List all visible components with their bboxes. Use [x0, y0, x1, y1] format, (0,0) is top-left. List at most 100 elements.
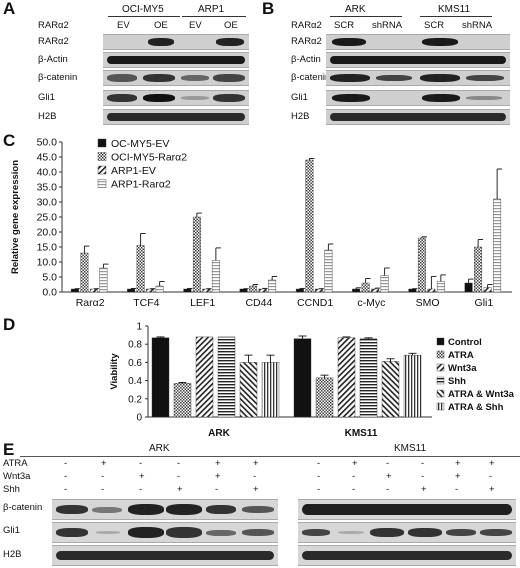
chart-c-ytick-label: 35.0 — [37, 182, 58, 194]
chart-c-bar — [493, 198, 502, 293]
panel-e-sign: - — [317, 458, 321, 469]
panel-b-row-label-2: β-Actin — [291, 54, 321, 65]
panel-b-header-label: RARα2 — [291, 20, 322, 31]
chart-d-bar — [195, 336, 214, 418]
chart-c-bar — [146, 288, 155, 293]
panel-e-sign: - — [386, 458, 390, 469]
panel-e-sign: - — [352, 484, 356, 495]
chart-d-bar — [217, 336, 236, 418]
panel-b-row-label-3: β-catenin — [291, 72, 331, 83]
panel-e-row-label-3: H2B — [3, 549, 22, 560]
chart-c-ylabel: Relative gene expression — [10, 160, 21, 274]
chart-c-legend-label: OC-MY5-EV — [111, 138, 169, 150]
panel-e-sign: - — [352, 471, 356, 482]
panel-e-sign: + — [253, 458, 259, 469]
chart-c-bar — [371, 288, 380, 293]
chart-c: 0.0 5.0 10.0 15.0 20.0 25.0 30.0 35.0 40.0 45.0 50… — [10, 137, 512, 309]
panel-b-cond-1: SCR — [334, 20, 355, 31]
panel-e-group-2: KMS11 — [394, 443, 427, 454]
panel-b-underline-1 — [330, 16, 402, 17]
panel-a-underline-1 — [108, 16, 180, 17]
panel-a-row-label-1: RARα2 — [38, 36, 69, 47]
panel-b-row-label-4: Gli1 — [291, 92, 308, 103]
chart-c-bar — [483, 287, 492, 293]
panel-e-sign: + — [386, 471, 392, 482]
panel-e-sign: + — [139, 471, 145, 482]
chart-c-bar — [136, 245, 145, 293]
chart-c-ytick-label: 40.0 — [37, 167, 58, 179]
chart-c-bar — [80, 252, 89, 293]
panel-e-row-label-2: Gli1 — [3, 525, 20, 536]
chart-d-bar — [151, 337, 170, 418]
chart-c-legend-label: ARP1-EV — [111, 165, 156, 177]
chart-d-legend-label: Wnt3a — [448, 363, 477, 374]
panel-e-treat-3: Shh — [3, 484, 20, 495]
chart-c-ytick-label: 5.0 — [42, 272, 57, 284]
chart-d-xtick-label: ARK — [208, 428, 230, 438]
chart-c-bar — [70, 288, 79, 293]
chart-c-bar — [352, 288, 361, 293]
chart-c-axes: 0.0 5.0 10.0 15.0 20.0 25.0 30.0 35.0 40.0 45.0 50… — [10, 137, 512, 309]
panel-e-sign: - — [101, 484, 105, 495]
panel-e-sign: + — [455, 471, 461, 482]
panel-a-row-label-3: β-catenin — [38, 72, 78, 83]
panel-e-sign: - — [421, 471, 425, 482]
chart-c-bar — [295, 288, 304, 293]
chart-c-xtick-label: SMO — [416, 297, 440, 309]
panel-b-blot-h2b — [326, 109, 510, 125]
panel-e-sign: - — [177, 458, 181, 469]
chart-d-ytick-label: 0.4 — [128, 376, 142, 387]
panel-e-sign: - — [317, 471, 321, 482]
panel-a-row-label-4: Gli1 — [38, 92, 55, 103]
panel-a-underline-2 — [182, 16, 246, 17]
panel-b-blot-catenin — [326, 70, 510, 86]
panel-b-row-label-5: H2B — [291, 111, 310, 122]
chart-c-bar — [314, 288, 323, 293]
chart-d-bar — [315, 377, 334, 418]
chart-d-xtick-label: KMS11 — [345, 428, 378, 438]
chart-d-bar — [173, 383, 192, 418]
panel-a-row-label-2: β-Actin — [38, 54, 68, 65]
chart-c-xtick-label: CD44 — [245, 297, 272, 309]
chart-c-ytick-label: 50.0 — [37, 137, 58, 149]
panel-e-sign: - — [253, 471, 257, 482]
chart-d-bar — [359, 338, 378, 418]
panel-b-letter: B — [262, 0, 275, 18]
chart-c-ytick-label: 15.0 — [37, 242, 58, 254]
chart-d-legend-swatch — [436, 350, 445, 359]
panel-e-kms-gli1 — [298, 522, 516, 543]
panel-e-treat-1: ATRA — [3, 458, 28, 469]
panel-e-sign: - — [215, 484, 219, 495]
panel-e-group-1: ARK — [149, 443, 170, 454]
chart-c-xtick-label: Gli1 — [475, 297, 494, 309]
panel-e-sign: + — [215, 458, 221, 469]
panel-a-cond-3: EV — [189, 20, 202, 31]
chart-d-legend-swatch — [436, 389, 445, 398]
chart-c-bar — [155, 285, 164, 293]
panel-e-top-rule — [20, 456, 520, 457]
chart-d-bar — [403, 354, 422, 418]
panel-e-sign: + — [489, 458, 495, 469]
panel-e-ark-gli1 — [52, 522, 278, 543]
chart-d-legend-swatch — [436, 363, 445, 372]
panel-e-treat-2: Wnt3a — [3, 471, 31, 482]
panel-a-cond-2: OE — [154, 20, 168, 31]
panel-e-kms-h2b — [298, 545, 516, 566]
panel-b-cond-2: shRNA — [372, 20, 403, 31]
panel-b-blot-actin — [326, 52, 510, 68]
chart-c-legend-swatch — [97, 152, 107, 161]
chart-c-bar — [417, 237, 426, 293]
panel-b-underline-2 — [420, 16, 492, 17]
chart-c-ytick-label: 45.0 — [37, 152, 58, 164]
chart-d-ylabel: Viability — [109, 353, 120, 390]
panel-e-sign: + — [177, 484, 183, 495]
chart-c-ytick-label: 30.0 — [37, 197, 58, 209]
panel-b-cellline-2: KMS11 — [438, 4, 471, 15]
chart-d-legend: Control ATRA Wnt3a Shh ATRA & Wnt3a ATRA & Sh… — [436, 337, 515, 413]
chart-d-legend-label: Shh — [448, 376, 466, 387]
panel-e-kms-catenin — [298, 499, 516, 520]
chart-c-bar — [183, 288, 192, 293]
chart-c-bar — [202, 288, 211, 293]
panel-e-row-label-1: β-catenin — [3, 502, 43, 513]
